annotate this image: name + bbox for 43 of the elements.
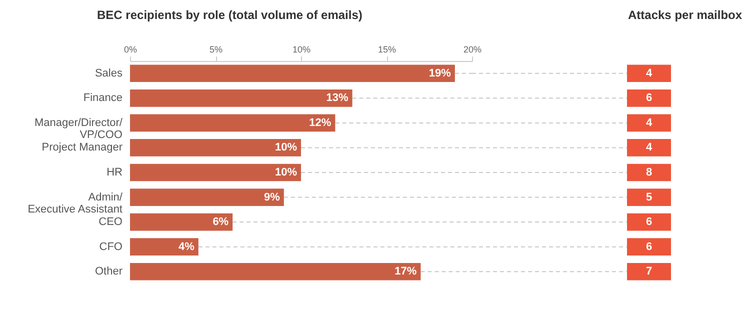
y-tick-label: CEO: [98, 216, 123, 228]
x-tick-label: 5%: [209, 44, 223, 54]
bar: [130, 114, 336, 132]
data-label: 8: [646, 166, 652, 178]
data-label: 5: [646, 191, 652, 204]
data-label: 9%: [264, 191, 280, 204]
bar: [130, 213, 233, 231]
y-tick-label: CFO: [99, 240, 123, 253]
data-label: 12%: [309, 116, 332, 129]
y-tick-label: Admin/ Executive Assistant: [28, 191, 124, 216]
x-tick-label: 0%: [124, 44, 138, 54]
bar: [130, 89, 352, 107]
data-label: 4: [646, 67, 653, 80]
bar: [130, 64, 455, 82]
bar: [130, 262, 421, 280]
x-tick-label: 10%: [292, 44, 311, 54]
y-tick-label: Manager/Director/ VP/COO: [34, 116, 124, 141]
chart-title: BEC recipients by role (total volume of emails): [97, 8, 362, 22]
y-tick-label: Sales: [94, 67, 123, 80]
text: Attacks per mailbox: [628, 8, 742, 22]
bar: [130, 139, 301, 156]
data-label: 13%: [326, 92, 349, 104]
data-label: 10%: [274, 142, 298, 154]
data-label: 7: [646, 266, 652, 278]
x-tick-label: 20%: [463, 44, 482, 54]
data-label: 4: [646, 116, 653, 129]
y-tick-label: HR: [106, 166, 123, 178]
data-label: 6: [646, 216, 652, 228]
y-tick-label: Finance: [83, 92, 122, 104]
data-label: 10%: [274, 166, 298, 178]
data-label: 6: [646, 240, 652, 253]
data-label: 19%: [428, 67, 452, 80]
data-label: 4: [646, 142, 653, 154]
bar: [130, 164, 301, 182]
data-label: 6%: [212, 216, 229, 228]
y-tick-label: Project Manager: [42, 142, 123, 154]
data-label: 17%: [394, 266, 417, 278]
x-tick-label: 15%: [378, 44, 396, 54]
bar: [130, 238, 198, 256]
bar: [130, 188, 284, 206]
data-label: 6: [646, 92, 652, 104]
data-label: 4%: [178, 240, 195, 253]
y-tick-label: Other: [94, 266, 123, 278]
